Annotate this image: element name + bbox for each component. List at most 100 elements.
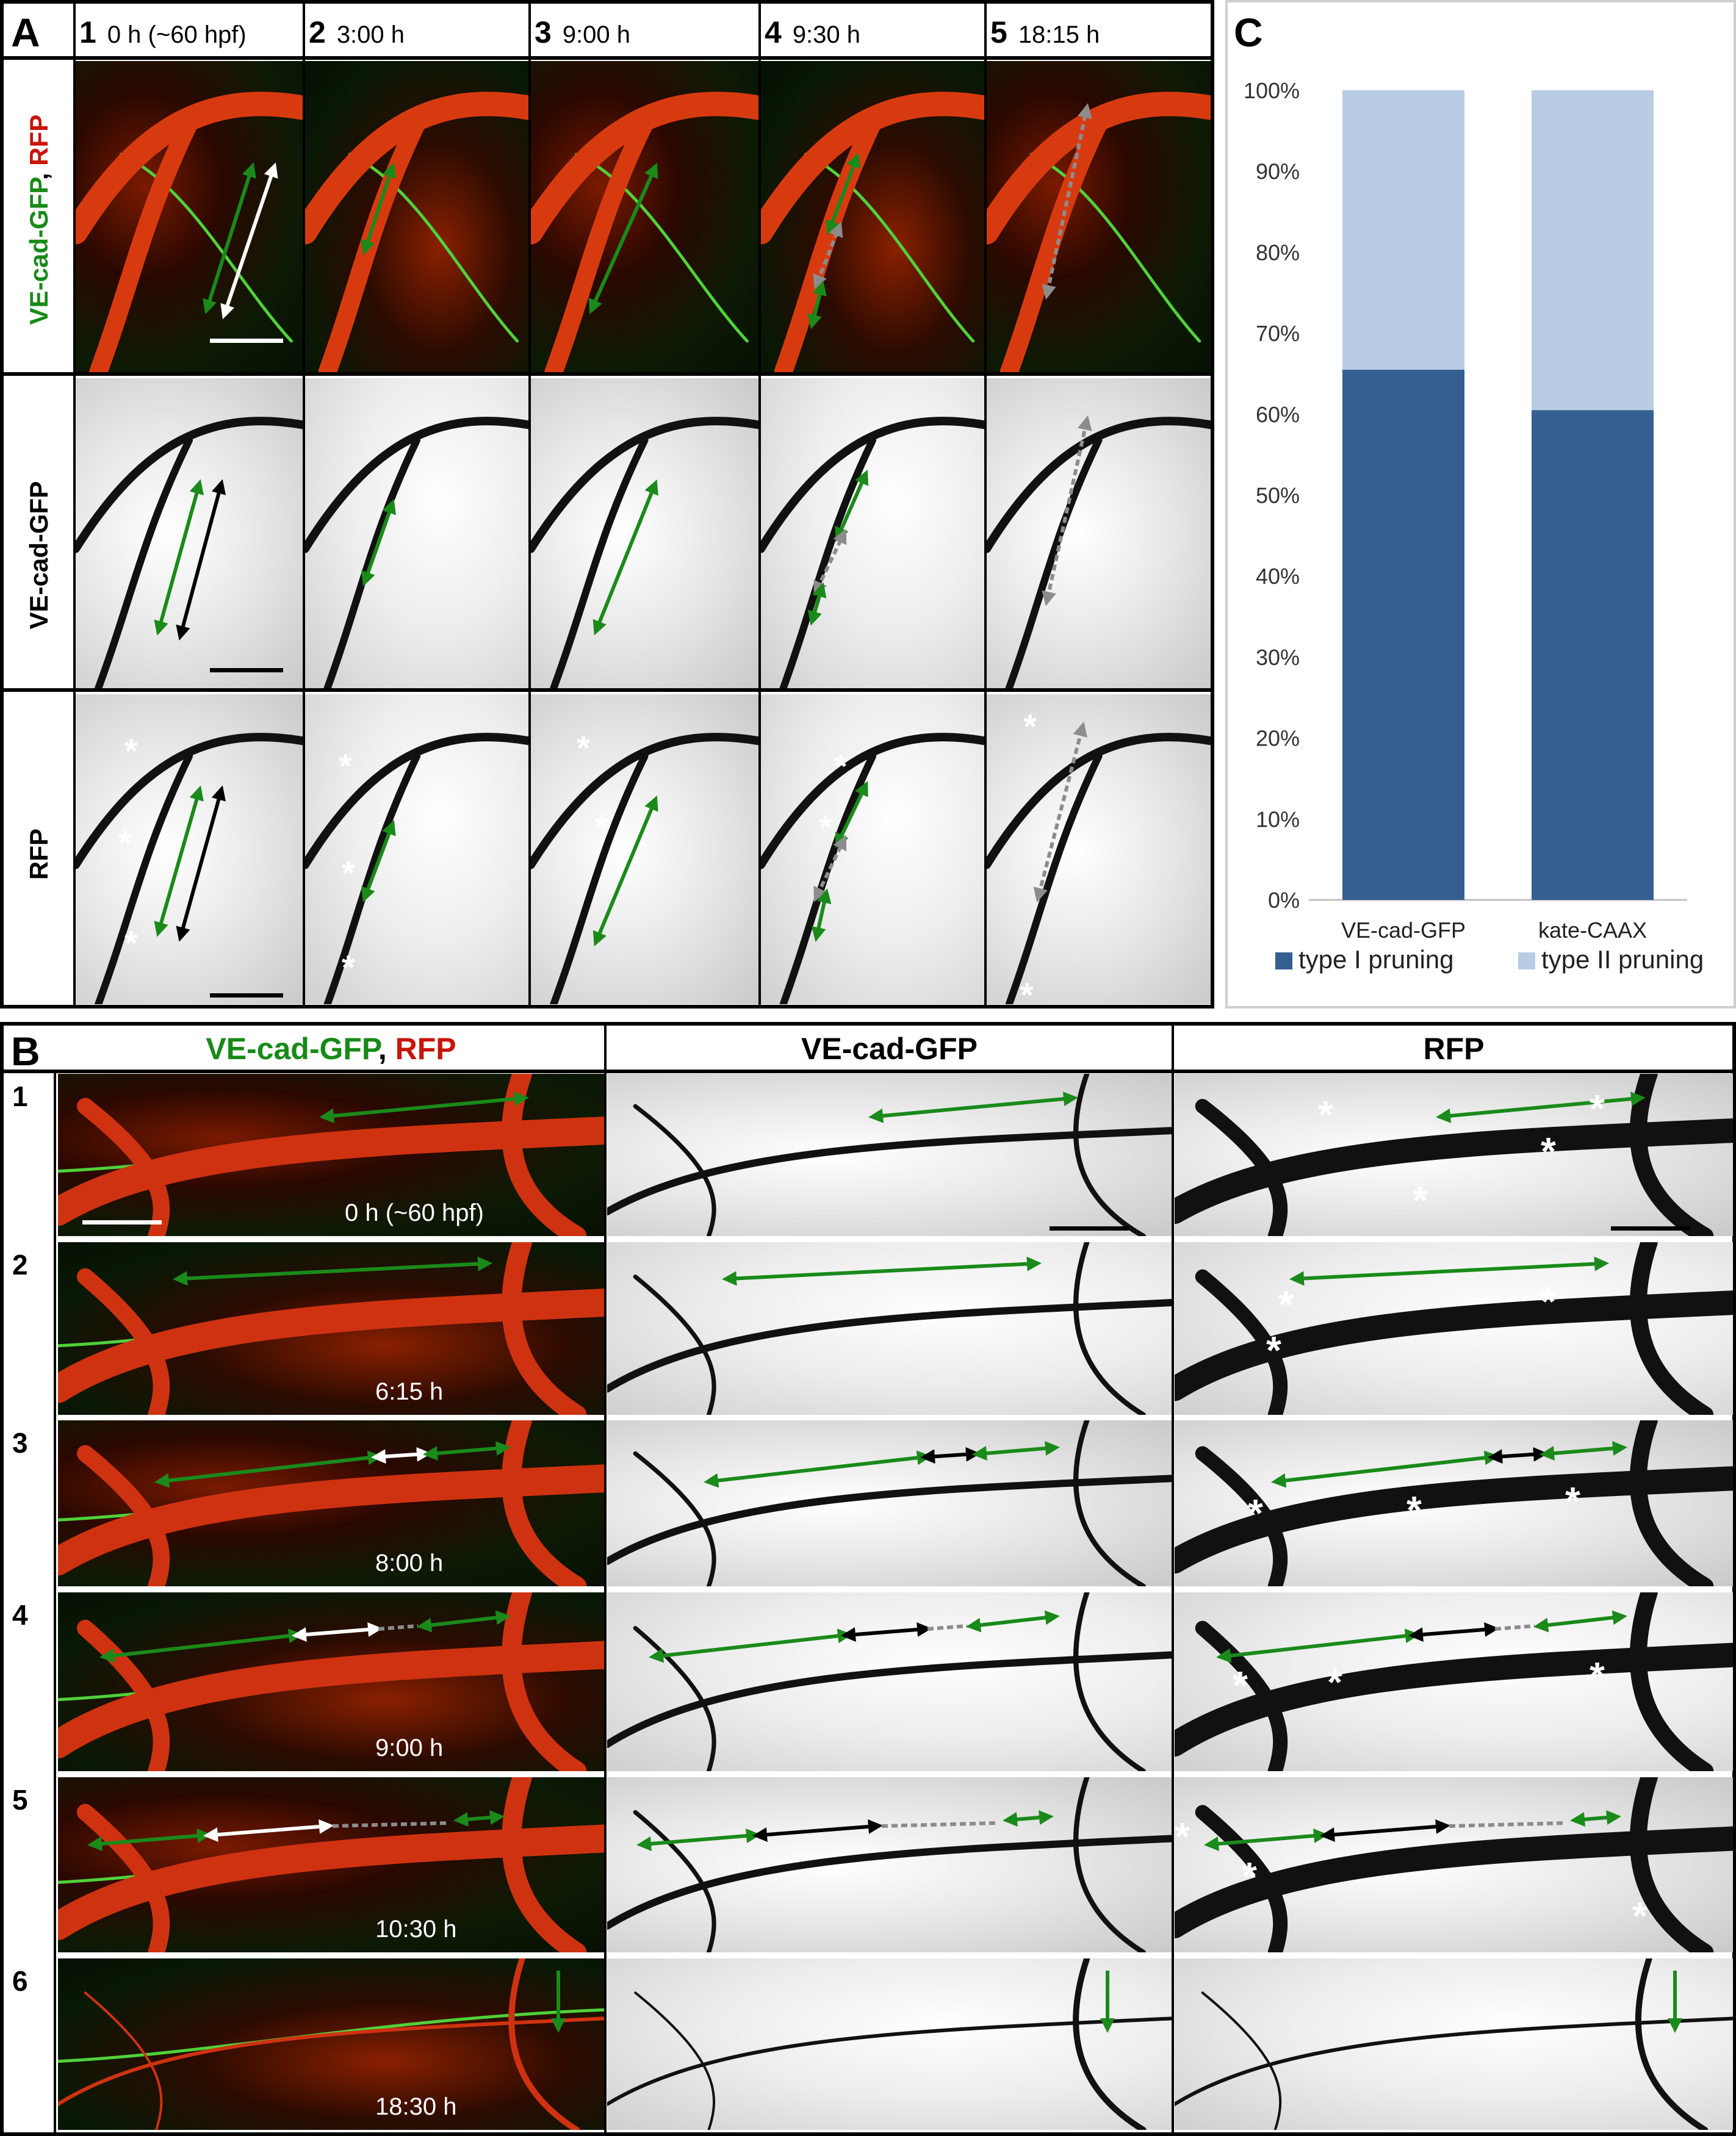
asterisk-marker: * (1023, 707, 1037, 746)
annotation-arrows (607, 1958, 1172, 2130)
vessel-shape (1073, 1592, 1146, 1771)
timestamp-label: 8:00 h (375, 1550, 444, 1577)
asterisk-marker: * (342, 948, 355, 987)
vessel-shape (1175, 1826, 1733, 1938)
annotation-arrow (1408, 1622, 1499, 1642)
annotation-arrows (531, 733, 758, 1004)
annotation-arrow (813, 528, 847, 596)
vessel-shape (531, 733, 758, 869)
panel-a-column-number: 4 (765, 15, 782, 49)
panel-a-column-header: 1 0 h (~60 hpf) (79, 17, 247, 48)
panel-b-micrograph: * * * * (1175, 1074, 1733, 1236)
panel-divider (0, 372, 1214, 376)
asterisk-marker: * (1413, 1178, 1428, 1222)
panel-c (1225, 0, 1736, 1009)
panel-divider (0, 56, 1214, 60)
vessel-shape (305, 417, 528, 553)
annotation-arrow (417, 1610, 511, 1633)
vessel-shape (987, 733, 1211, 869)
annotation-arrow (154, 1450, 383, 1488)
vessel-shape (607, 1651, 1172, 1749)
annotation-arrow (636, 1829, 761, 1851)
annotation-arrow (1042, 415, 1092, 606)
panel-a-micrograph (76, 378, 303, 688)
vessel-shape (58, 1641, 604, 1759)
panel-b-micrograph (607, 1958, 1172, 2130)
annotation-arrow (811, 888, 832, 942)
scale-bar (1050, 1226, 1129, 1231)
vessel-shape (1175, 1290, 1733, 1401)
panel-b-micrograph: 9:00 h (58, 1592, 604, 1771)
panel-b-micrograph (607, 1242, 1172, 1415)
annotation-arrows (987, 415, 1211, 688)
vessel-shape (531, 417, 758, 553)
panel-divider (73, 0, 76, 1009)
panel-b-micrograph (607, 1420, 1172, 1586)
annotation-arrows (1175, 1420, 1733, 1586)
asterisk-marker: * (1541, 1279, 1556, 1323)
asterisk-marker: * (589, 1002, 602, 1004)
panel-a-row-label-merge: VE-cad-GFP, RFP (24, 114, 53, 325)
timestamp-label: 0 h (~60 hpf) (345, 1199, 484, 1226)
panel-a-column-time: 9:30 h (792, 21, 861, 48)
annotation-arrows (607, 1242, 1172, 1415)
annotation-arrow (176, 785, 226, 942)
scale-bar (210, 993, 283, 998)
annotation-arrows (761, 92, 984, 372)
vessel-shape (1073, 1777, 1146, 1952)
vessel-shape (761, 417, 984, 553)
vessel-shape (1073, 1074, 1146, 1236)
annotation-arrow (203, 1819, 334, 1843)
vessel-shape (779, 436, 876, 688)
panel-b-micrograph (1175, 1958, 1733, 2130)
panel-b-row-number: 5 (12, 1784, 28, 1816)
asterisk-marker: * (819, 808, 832, 846)
vessel-shape (550, 752, 649, 1004)
vessel-shape (508, 1958, 580, 2130)
annotation-arrow (1494, 1624, 1535, 1631)
annotation-arrow (87, 1829, 212, 1851)
annotation-arrows (305, 733, 528, 1004)
panel-divider (0, 1070, 1736, 1073)
vessel-shape (1005, 752, 1103, 1004)
asterisk-marker: * (1590, 1087, 1605, 1131)
scale-bar (1611, 1226, 1690, 1231)
vessel-shape (76, 92, 303, 245)
panel-a-column-header: 4 9:30 h (765, 17, 860, 48)
panel-a-column-number: 2 (309, 15, 326, 49)
vessel-shape (779, 752, 876, 1004)
vessel-shape (1635, 1958, 1709, 2130)
asterisk-marker: * (1318, 1093, 1333, 1137)
vessel-shape (305, 92, 528, 245)
vessel-shape (95, 436, 193, 688)
panel-a-micrograph: * * * (531, 694, 758, 1004)
vessel-shape (502, 1592, 587, 1771)
vessel-shape (987, 417, 1211, 553)
asterisk-marker: * (834, 747, 848, 785)
vessel-shape (633, 1104, 716, 1236)
panel-divider (758, 0, 761, 1009)
vessel-shape (1629, 1074, 1714, 1236)
annotation-arrow (1436, 1091, 1646, 1123)
annotation-arrow (722, 1256, 1042, 1286)
vessel-shape (633, 1275, 716, 1415)
annotation-arrow (1320, 1819, 1450, 1843)
panel-a-column-time: 0 h (~60 hpf) (107, 21, 247, 48)
annotation-arrow (1488, 1447, 1548, 1464)
vessel-shape (1073, 1420, 1146, 1586)
annotation-arrows (607, 1074, 1172, 1236)
annotation-arrow (813, 835, 847, 902)
timestamp-label: 9:00 h (375, 1735, 444, 1761)
panel-a-letter: A (11, 10, 40, 55)
annotation-arrow (1449, 1821, 1566, 1828)
vessel-shape (58, 1824, 604, 1940)
annotation-arrow (1533, 1610, 1627, 1633)
asterisk-marker: * (118, 823, 132, 861)
annotation-arrow (220, 162, 278, 320)
annotation-arrow (173, 1256, 492, 1286)
annotation-arrows (607, 1777, 1172, 1952)
annotation-arrows (76, 92, 303, 372)
annotation-arrow (752, 1819, 883, 1843)
asterisk-marker: * (339, 747, 352, 785)
vessel-shape (1175, 1118, 1733, 1224)
